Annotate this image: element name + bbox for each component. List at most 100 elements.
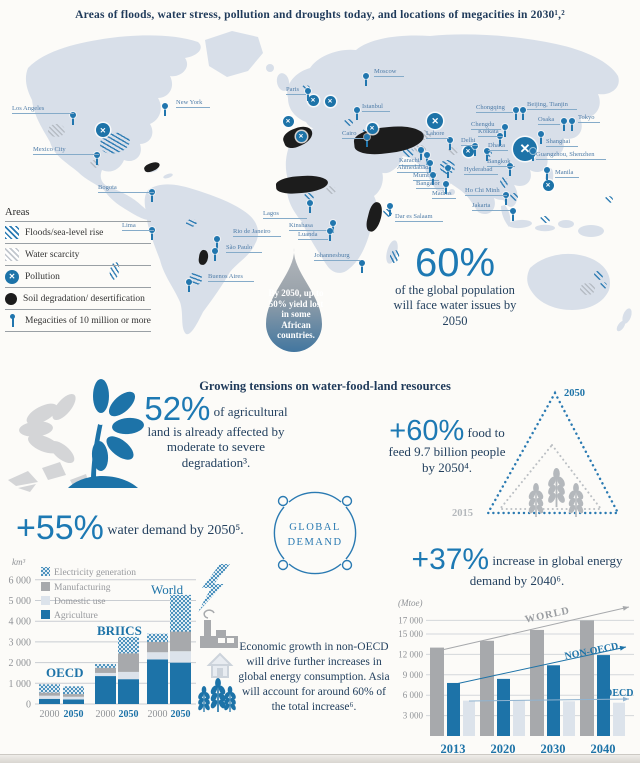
megacity-pin-stick [309, 205, 311, 213]
world-map [25, 31, 632, 352]
megacity-pin-stick [515, 112, 517, 120]
legend-label: Pollution [25, 271, 60, 282]
megacity-pin-stick [216, 241, 218, 249]
megacity-pin-icon [418, 147, 424, 153]
flood-area [304, 193, 314, 200]
map-overlay: ✕ ✕ ✕ ✕ ✕ ✕ ✕ ✕ ✕ ✕ Los Angeles New York Mexico City… [0, 0, 640, 375]
megacity-pin-icon [447, 137, 453, 143]
legend-item-soil: Soil degradation/ desertification [5, 288, 151, 310]
svg-text:2050: 2050 [171, 709, 191, 720]
megacity-pin-stick [164, 108, 166, 116]
city-label: Bogota [98, 184, 154, 193]
north-america-shape [25, 35, 201, 220]
pollution-icon: ✕ [5, 269, 19, 284]
soil-degradation-area [198, 249, 209, 266]
megacity-pin-stick [151, 232, 153, 240]
pollution-icon: ✕ [295, 130, 307, 142]
megacity-pin-icon [544, 167, 550, 173]
megacity-pin-icon [330, 220, 336, 226]
city-label: São Paulo [226, 244, 262, 253]
stat-text: of agricultural land is already affected… [147, 404, 288, 470]
svg-text:(Mtoe): (Mtoe) [398, 598, 423, 608]
flood-area [605, 196, 613, 203]
megacity-pin-stick [546, 172, 548, 180]
megacity-pin-icon [214, 236, 220, 242]
megacity-pin-stick [504, 129, 506, 137]
megacity-pin-stick [512, 213, 514, 221]
svg-text:6 000: 6 000 [403, 690, 424, 700]
megacity-pin-stick [151, 194, 153, 202]
flood-area [510, 193, 518, 201]
triangle-2050-label: 2050 [564, 388, 585, 399]
africa-shape [285, 124, 389, 273]
city-label: Moscow [374, 68, 404, 77]
megacity-pin-stick [571, 123, 573, 131]
svg-text:3 000: 3 000 [9, 637, 32, 648]
energy-demand-stat: +37% increase in global energy demand by… [398, 545, 636, 589]
city-label: Manila [555, 169, 579, 178]
flower-graphic [8, 379, 144, 492]
pollution-icon: ✕ [96, 123, 110, 137]
megacity-pin-icon [5, 314, 19, 327]
city-label: Mexico City [33, 146, 99, 155]
soil-degradation-area [143, 160, 161, 174]
stat-value: 52% [144, 390, 211, 427]
city-label: Lagos [263, 210, 307, 219]
megacity-pin-stick [445, 186, 447, 194]
flood-area [540, 216, 550, 223]
city-label: Beijing, Tianjin [527, 101, 577, 110]
page-title: Areas of floods, water stress, pollution… [75, 9, 565, 21]
megacity-pin-stick [214, 253, 216, 261]
yield-drop-note: By 2050, up to 50% yield lost in some Af… [268, 288, 324, 341]
megacity-pin-stick [365, 78, 367, 86]
global-demand-line2: DEMAND [287, 537, 342, 548]
food-triangle-graphic: 2050 2015 [452, 388, 620, 519]
megacity-pin-icon [445, 165, 451, 171]
electricity-icon [198, 564, 230, 612]
page-edge [0, 754, 640, 763]
city-label: Madras [432, 190, 456, 199]
svg-text:9 000: 9 000 [403, 670, 424, 680]
svg-text:OECD: OECD [605, 688, 634, 699]
city-label: Jakarta [472, 202, 510, 211]
city-label: Buenos Aires [208, 273, 254, 282]
megacity-pin-icon [354, 107, 360, 113]
svg-text:Domestic use: Domestic use [54, 597, 105, 607]
svg-text:OECD: OECD [46, 665, 84, 680]
svg-text:6 000: 6 000 [9, 575, 32, 586]
megacity-pin-stick [474, 148, 476, 156]
sector-icons [197, 564, 238, 712]
legend-label: Water scarcity [25, 249, 80, 260]
water-population-stat: 60% of the global population will face w… [392, 243, 518, 329]
megacity-pin-stick [505, 197, 507, 205]
water-scarcity-swatch [5, 248, 19, 261]
svg-text:5 000: 5 000 [9, 596, 32, 607]
city-label: Cairo [342, 130, 364, 139]
megacity-pin-icon [430, 172, 436, 178]
flood-area [344, 119, 353, 126]
city-label: Bangalor [416, 180, 444, 189]
flood-area [600, 282, 607, 289]
megacity-pin-icon [443, 181, 449, 187]
svg-text:15 000: 15 000 [398, 629, 423, 639]
global-demand-line1: GLOBAL [289, 522, 341, 533]
megacity-pin-stick [420, 152, 422, 160]
megacity-pin-stick [72, 117, 74, 125]
megacity-pin-icon [307, 200, 313, 206]
flood-area [594, 271, 603, 280]
agriculture-wheat-icon [197, 677, 237, 712]
pollution-icon: ✕ [282, 115, 294, 127]
megacity-pin-icon [513, 107, 519, 113]
svg-text:2040: 2040 [591, 742, 616, 756]
svg-text:2000: 2000 [40, 709, 60, 720]
stat-text: increase in global energy demand by 2040… [469, 553, 623, 588]
water-scarcity-area [580, 283, 595, 295]
megacity-pin-icon [305, 88, 311, 94]
city-label: Shanghai [546, 138, 578, 147]
legend-label: Floods/sea-level rise [25, 227, 104, 238]
pollution-icon: ✕ [307, 94, 319, 106]
svg-text:2013: 2013 [441, 742, 466, 756]
stat-text: food to feed 9.7 billion people by 2050⁴… [388, 425, 506, 475]
legend-item-pollution: ✕ Pollution [5, 266, 151, 288]
svg-text:WORLD: WORLD [524, 605, 571, 625]
